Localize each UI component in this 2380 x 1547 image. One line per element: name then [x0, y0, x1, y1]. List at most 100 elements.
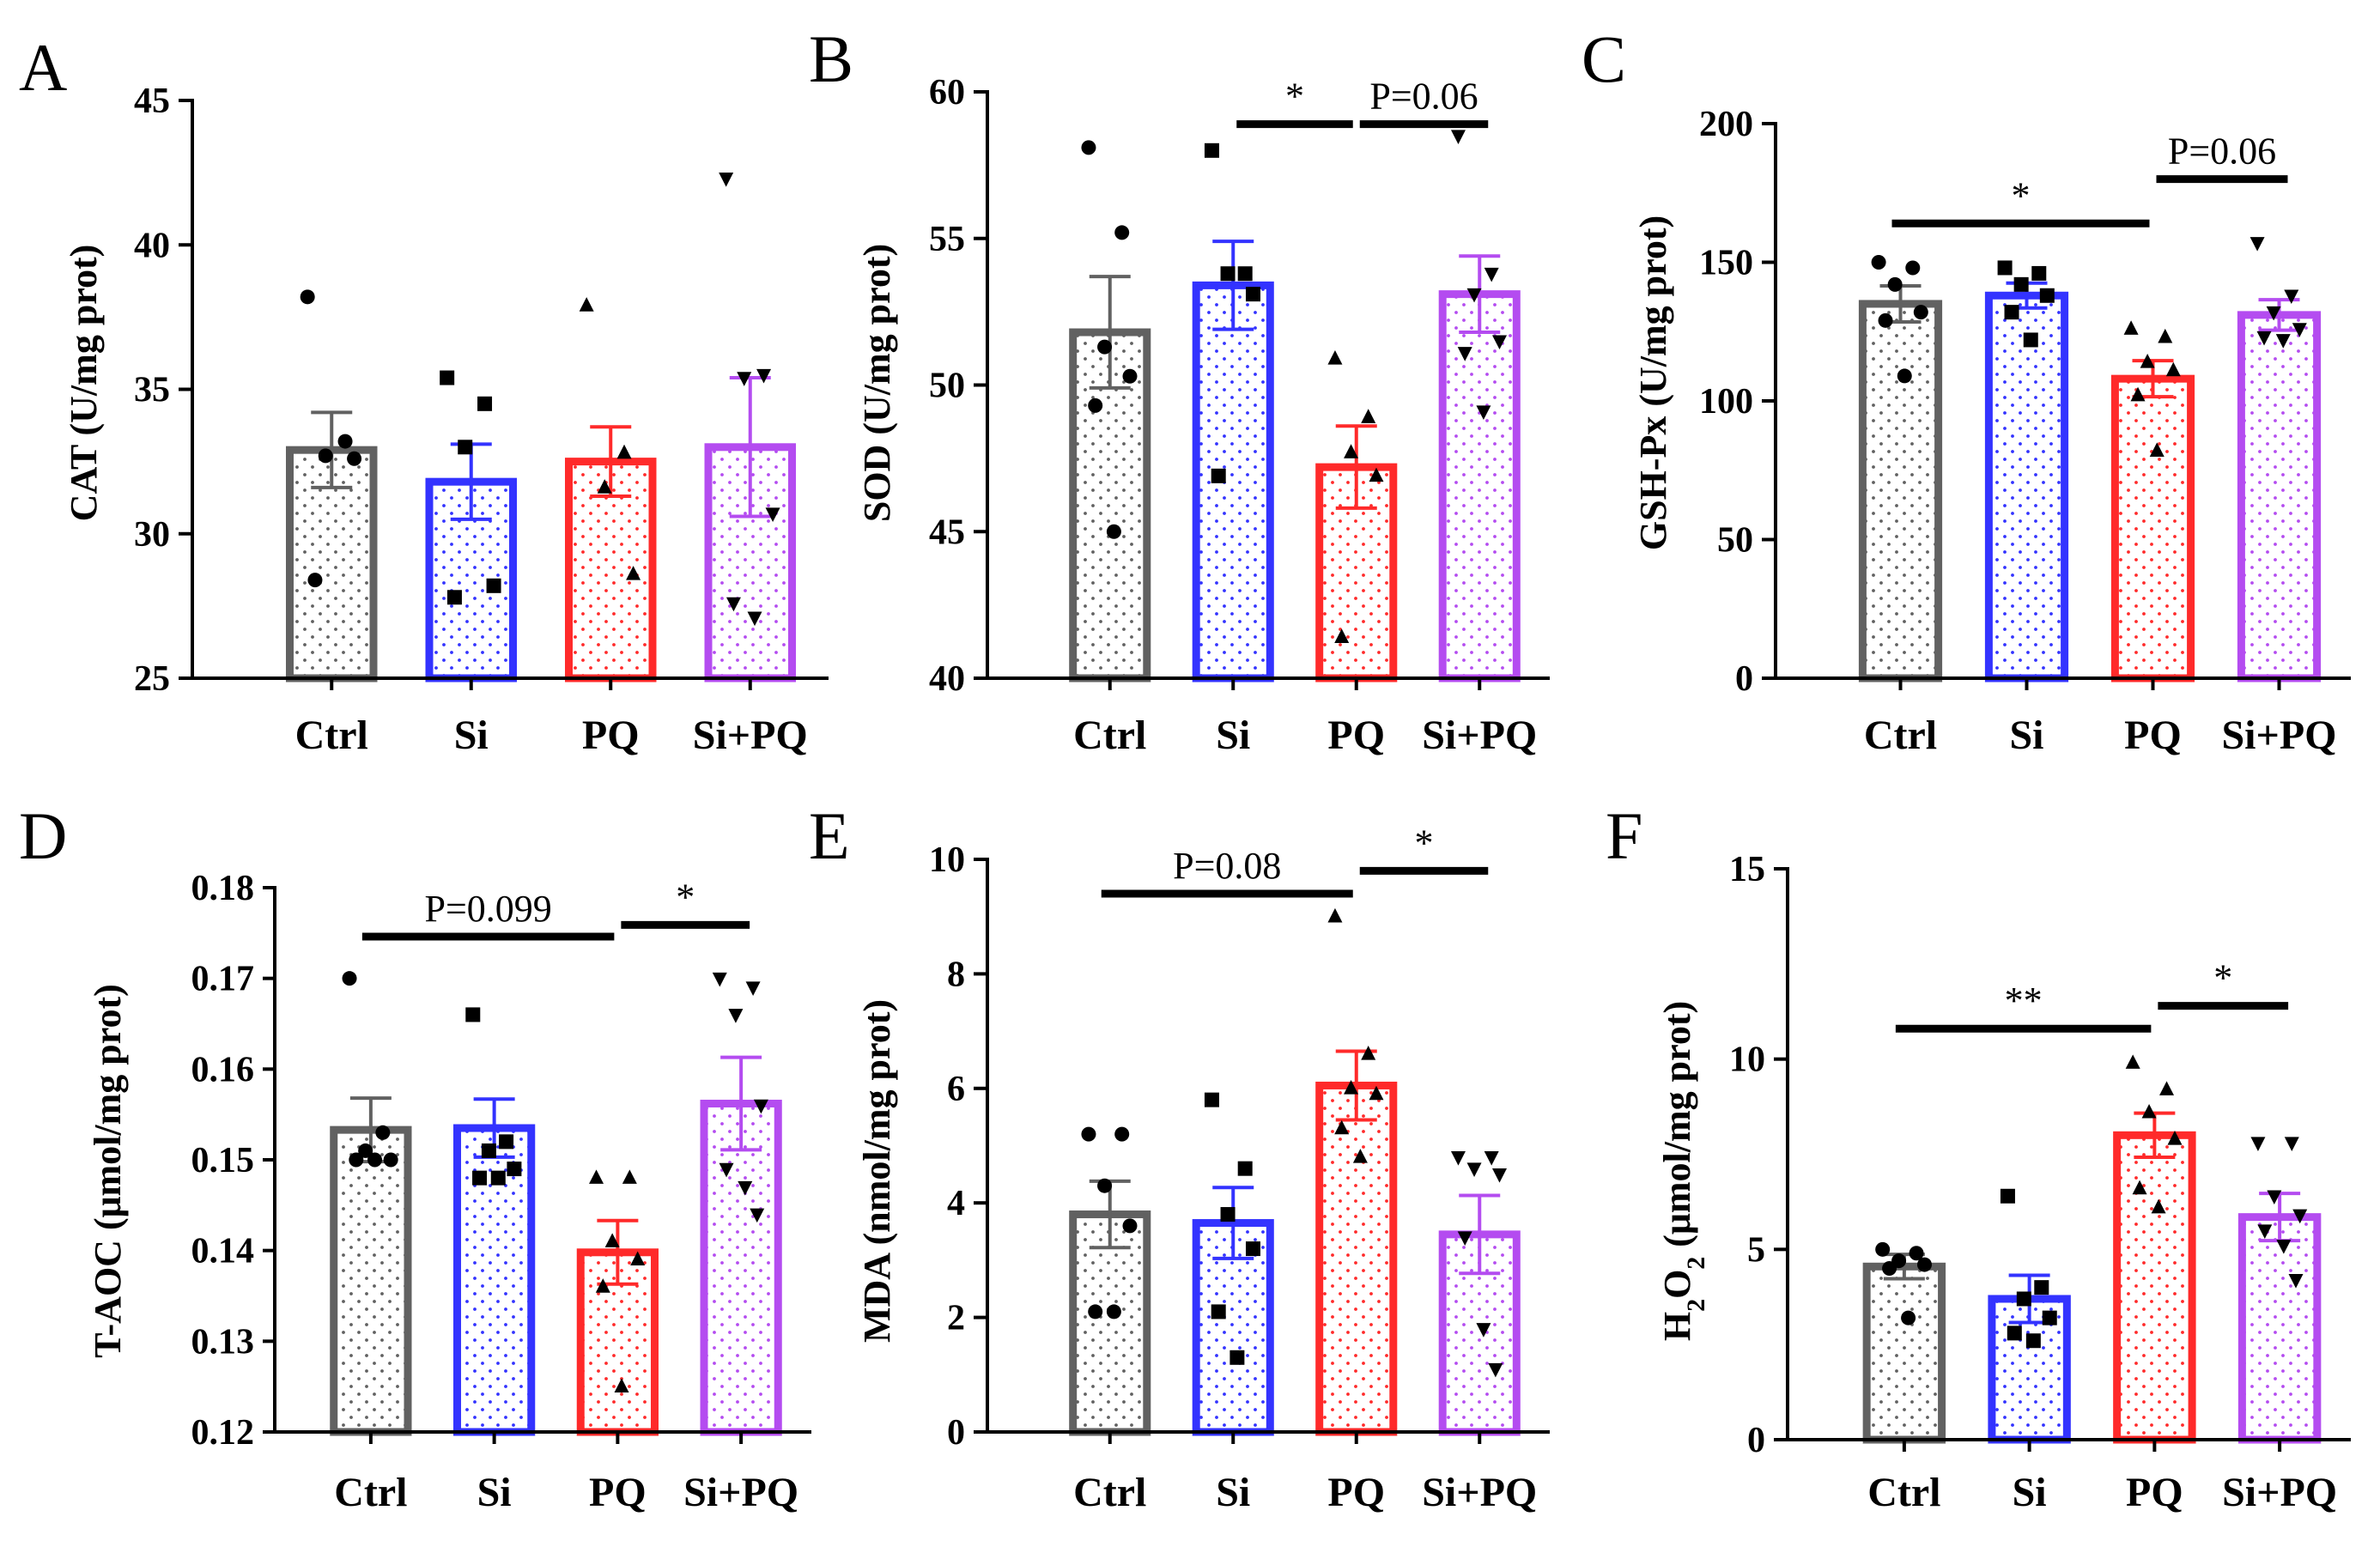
panel-F: F H2O2 (μmol/mg prot) Ctrl Si PQ Si+PQ 0 5 10 1…: [1606, 798, 2351, 1515]
bar: [2113, 1131, 2196, 1444]
data-point: [2167, 1130, 2183, 1145]
data-point: [1450, 1151, 1466, 1166]
data-point: [2257, 1224, 2273, 1239]
data-point: [2275, 334, 2291, 349]
data-point: [2266, 306, 2281, 321]
data-point: [2159, 1081, 2175, 1095]
x-tick-label: Ctrl: [1073, 1470, 1146, 1515]
data-point: [1882, 1261, 1897, 1276]
bar: [1069, 328, 1151, 682]
data-point: [626, 566, 641, 580]
y-tick-label: 0.12: [191, 1413, 255, 1453]
bar-group: [330, 971, 412, 1436]
data-point: [1114, 1126, 1130, 1142]
x-tick-label: Ctrl: [1867, 1470, 1940, 1515]
data-point: [2130, 386, 2146, 402]
data-point: [1229, 1350, 1245, 1365]
significance-bracket: **: [1895, 980, 2152, 1033]
panel-A: A CAT (U/mg prot) Ctrl Si PQ Si+PQ 25 30 35 40 4…: [19, 30, 829, 758]
data-point: [1088, 397, 1103, 413]
data-point: [728, 1009, 744, 1023]
data-point: [349, 1152, 364, 1168]
y-tick-label: 6: [947, 1070, 965, 1109]
plot-area: Ctrl Si PQ Si+PQ 25 30 35 40 45: [134, 82, 829, 758]
data-point: [499, 1134, 514, 1150]
y-tick-label: 0.18: [191, 869, 255, 908]
data-point: [2284, 289, 2299, 305]
y-tick-label: 30: [134, 515, 170, 555]
data-point: [1466, 1162, 1482, 1177]
data-point: [1450, 130, 1466, 144]
x-tick-label: Ctrl: [334, 1470, 407, 1515]
y-axis-label: H2O2 (μmol/mg prot): [1656, 1001, 1710, 1341]
panel-label: F: [1606, 798, 1642, 873]
data-point: [719, 173, 734, 187]
significance-bracket: P=0.06: [1359, 76, 1489, 129]
y-axis-label: MDA (nmol/mg prot): [856, 999, 898, 1343]
bar: [700, 1099, 782, 1436]
x-tick-label: Ctrl: [1073, 713, 1146, 758]
panel-label: C: [1582, 21, 1626, 96]
panel-B: B SOD (U/mg prot) Ctrl Si PQ Si+PQ 40 45 50 55 6…: [809, 21, 1550, 758]
y-axis-label-text: GSH-Px (U/mg prot): [1632, 215, 1674, 550]
data-point: [2249, 237, 2265, 252]
bar-group: [704, 173, 796, 682]
data-point: [750, 1208, 765, 1223]
data-point: [1484, 1151, 1499, 1166]
data-point: [1081, 1126, 1096, 1142]
significance-bracket: *: [1359, 822, 1489, 875]
bracket-label: *: [1285, 76, 1304, 118]
bar-group: [1315, 349, 1398, 682]
data-point: [1106, 1304, 1121, 1320]
y-tick-label: 50: [1717, 521, 1753, 561]
y-tick-label: 0: [947, 1413, 965, 1453]
data-point: [2165, 361, 2181, 377]
bar-group: [1988, 1188, 2071, 1444]
y-axis-label-text: CAT (U/mg prot): [63, 245, 105, 522]
data-point: [2023, 332, 2038, 348]
panel-D: D T-AOC (μmol/mg prot) Ctrl Si PQ Si+PQ 0.12…: [19, 798, 811, 1515]
data-point: [446, 590, 462, 605]
error-bar: [1089, 275, 1131, 390]
data-point: [2031, 265, 2047, 281]
x-tick-label: Si: [477, 1470, 512, 1515]
data-point: [1097, 1178, 1113, 1193]
y-tick-label: 40: [929, 659, 965, 699]
bar: [1862, 1262, 1946, 1444]
data-point: [1361, 409, 1376, 423]
y-tick-label: 45: [929, 513, 965, 552]
data-point: [1491, 335, 1507, 350]
significance-bracket: P=0.06: [2156, 130, 2288, 184]
data-point: [765, 507, 780, 522]
y-axis-label: T-AOC (μmol/mg prot): [87, 984, 129, 1358]
panel-C: C GSH-Px (U/mg prot) Ctrl Si PQ Si+PQ 0 50 100…: [1582, 21, 2351, 758]
bar-group: [1862, 1241, 1946, 1444]
data-point: [2256, 331, 2272, 346]
x-tick-label: PQ: [589, 1470, 647, 1515]
data-point: [1897, 368, 1912, 384]
x-tick-label: PQ: [2124, 713, 2182, 758]
data-point: [2288, 1274, 2304, 1289]
data-point: [472, 1170, 488, 1186]
y-tick-label: 0.16: [191, 1050, 255, 1089]
y-tick-label: 55: [929, 220, 965, 259]
data-point: [726, 597, 741, 612]
error-bar: [1335, 424, 1377, 510]
bracket-label: P=0.099: [424, 888, 551, 930]
data-point: [458, 440, 473, 455]
data-point: [1488, 1362, 1503, 1378]
data-point: [1909, 1246, 1924, 1261]
y-tick-label: 50: [929, 367, 965, 406]
data-point: [1211, 1304, 1226, 1320]
data-point: [2250, 1137, 2266, 1151]
plot-area: Ctrl Si PQ Si+PQ 0 50 100 150 200 * P=0.06: [1699, 105, 2351, 758]
y-tick-label: 2: [947, 1299, 965, 1338]
data-point: [1327, 349, 1343, 365]
y-tick-label: 0.15: [191, 1141, 255, 1180]
bar: [1315, 1081, 1398, 1436]
x-tick-label: PQ: [2126, 1470, 2183, 1515]
bar-group: [2237, 237, 2322, 682]
bar-group: [576, 1169, 659, 1436]
y-axis-label-text: SOD (U/mg prot): [856, 244, 898, 522]
